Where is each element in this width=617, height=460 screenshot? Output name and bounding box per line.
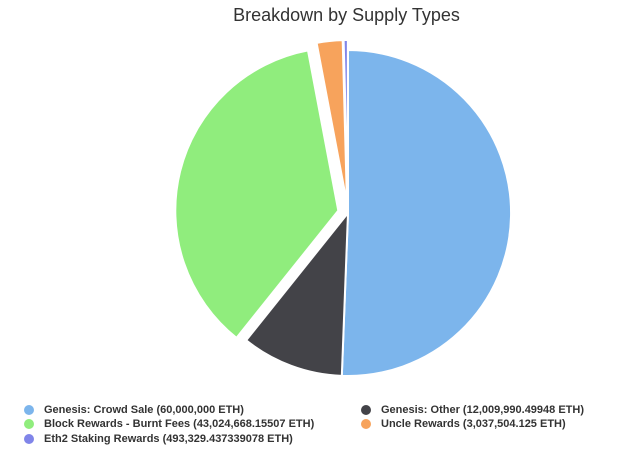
- legend-label: Uncle Rewards (3,037,504.125 ETH): [381, 418, 566, 431]
- legend-item-eth2-staking-rewards[interactable]: Eth2 Staking Rewards (493,329.437339078 …: [24, 432, 314, 446]
- legend-marker-icon: [24, 433, 34, 444]
- legend-label: Genesis: Crowd Sale (60,000,000 ETH): [44, 404, 244, 417]
- legend-label: Genesis: Other (12,009,990.49948 ETH): [381, 404, 584, 417]
- pie-slice-eth2-staking-rewards[interactable]: [342, 39, 349, 204]
- pie-slice-block-rewards-burnt-fees[interactable]: [174, 49, 340, 339]
- legend-marker-icon: [24, 419, 34, 430]
- legend-label: Eth2 Staking Rewards (493,329.437339078 …: [44, 432, 293, 445]
- legend-item-uncle-rewards[interactable]: Uncle Rewards (3,037,504.125 ETH): [361, 417, 584, 431]
- pie-slice-genesis-other[interactable]: [245, 212, 349, 377]
- pie-slice-genesis-crowd-sale[interactable]: [340, 49, 513, 377]
- legend-marker-icon: [24, 405, 34, 416]
- chart-title: Breakdown by Supply Types: [233, 5, 460, 25]
- legend-column-right: Genesis: Other (12,009,990.49948 ETH) Unc…: [361, 403, 584, 432]
- legend-item-genesis-other[interactable]: Genesis: Other (12,009,990.49948 ETH): [361, 403, 584, 417]
- legend-marker-icon: [361, 405, 371, 416]
- legend-label: Block Rewards - Burnt Fees (43,024,668.1…: [44, 418, 315, 431]
- legend-marker-icon: [361, 419, 371, 430]
- legend-column-left: Genesis: Crowd Sale (60,000,000 ETH) Bloc…: [24, 403, 314, 446]
- legend-item-genesis-crowd-sale[interactable]: Genesis: Crowd Sale (60,000,000 ETH): [24, 403, 314, 417]
- legend-item-block-rewards-burnt-fees[interactable]: Block Rewards - Burnt Fees (43,024,668.1…: [24, 417, 314, 431]
